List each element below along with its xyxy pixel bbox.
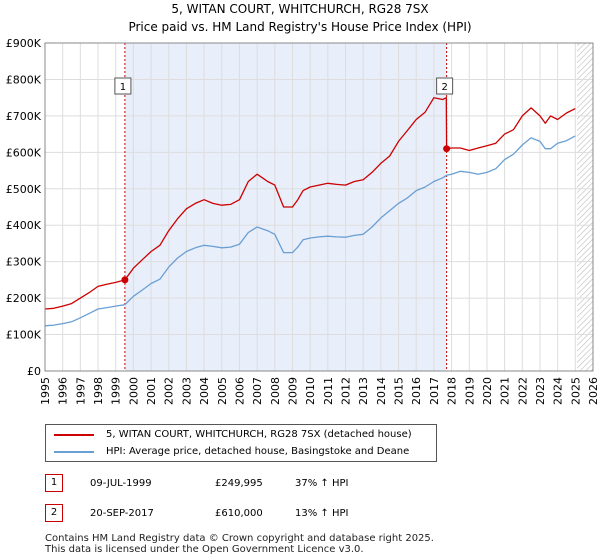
- x-tick-label: 2024: [552, 377, 565, 405]
- x-tick-label: 2017: [428, 377, 441, 405]
- sale-point: [443, 145, 451, 153]
- transaction-date: 09-JUL-1999: [90, 478, 152, 489]
- sale-label-box: [436, 77, 454, 95]
- x-tick-label: 1999: [110, 377, 123, 405]
- x-tick-label: 2013: [357, 377, 370, 405]
- plot-frame: [44, 42, 594, 372]
- x-tick-label: 1997: [74, 377, 87, 405]
- series-line-hpi: [44, 135, 576, 327]
- legend-swatch-hpi: [54, 451, 94, 453]
- y-tick-label: £200K: [6, 292, 42, 305]
- sale-label-text: 1: [120, 82, 126, 93]
- y-tick-label: £100K: [6, 329, 42, 342]
- x-tick-label: 2016: [410, 377, 423, 405]
- transaction-badge: 2: [45, 504, 63, 522]
- y-tick-label: £800K: [6, 73, 42, 86]
- y-tick-label: £500K: [6, 183, 42, 196]
- x-tick-label: 2004: [198, 377, 211, 405]
- footer-licence: This data is licensed under the Open Gov…: [45, 544, 364, 555]
- y-tick-label: £0: [27, 365, 41, 378]
- y-tick-label: £400K: [6, 219, 42, 232]
- x-tick-label: 2023: [534, 377, 547, 405]
- x-tick-label: 2011: [322, 377, 335, 405]
- x-tick-label: 2006: [233, 377, 246, 405]
- sale-label-text: 2: [441, 82, 447, 93]
- x-tick-label: 2022: [516, 377, 529, 405]
- x-tick-label: 2010: [304, 377, 317, 405]
- x-tick-label: 2018: [446, 377, 459, 405]
- x-tick-label: 2007: [251, 377, 264, 405]
- x-tick-label: 2015: [393, 377, 406, 405]
- x-tick-label: 2020: [481, 377, 494, 405]
- transaction-price: £249,995: [215, 478, 263, 489]
- x-tick-label: 2000: [127, 377, 140, 405]
- transaction-hpi: 37% ↑ HPI: [295, 478, 349, 489]
- y-tick-label: £600K: [6, 146, 42, 159]
- x-tick-label: 2021: [499, 377, 512, 405]
- transaction-badge: 1: [45, 474, 63, 492]
- y-tick-label: £700K: [6, 110, 42, 123]
- x-tick-label: 1996: [57, 377, 70, 405]
- series-line-property: [44, 97, 576, 310]
- x-tick-label: 2003: [180, 377, 193, 405]
- x-tick-label: 2012: [340, 377, 353, 405]
- transaction-date: 20-SEP-2017: [90, 508, 154, 519]
- x-tick-label: 1995: [39, 377, 52, 405]
- footer-copyright: Contains HM Land Registry data © Crown c…: [45, 533, 434, 544]
- x-tick-label: 2009: [286, 377, 299, 405]
- x-tick-label: 2005: [216, 377, 229, 405]
- x-tick-label: 2008: [269, 377, 282, 405]
- y-tick-label: £300K: [6, 256, 42, 269]
- legend-label-property: 5, WITAN COURT, WHITCHURCH, RG28 7SX (de…: [106, 429, 412, 440]
- chart-title: 5, WITAN COURT, WHITCHURCH, RG28 7SX: [171, 2, 429, 16]
- x-tick-label: 2002: [163, 377, 176, 405]
- x-tick-label: 1998: [92, 377, 105, 405]
- transaction-hpi: 13% ↑ HPI: [295, 508, 349, 519]
- price-chart: £0 £100K £200K £300K £400K £500K £600K £700K £80…: [6, 37, 600, 405]
- x-tick-label: 2001: [145, 377, 158, 405]
- y-tick-label: £900K: [6, 37, 42, 50]
- transaction-price: £610,000: [215, 508, 263, 519]
- chart-subtitle: Price paid vs. HM Land Registry's House …: [128, 20, 472, 34]
- sale-point: [121, 276, 129, 284]
- legend-swatch-property: [54, 434, 94, 436]
- forecast-hatch: [577, 43, 593, 371]
- legend-label-hpi: HPI: Average price, detached house, Basi…: [106, 446, 410, 457]
- x-tick-label: 2019: [463, 377, 476, 405]
- sale-label-box: [114, 77, 132, 95]
- legend: 5, WITAN COURT, WHITCHURCH, RG28 7SX (de…: [45, 424, 437, 462]
- x-tick-label: 2025: [569, 377, 582, 405]
- x-tick-label: 2014: [375, 377, 388, 405]
- x-tick-label: 2026: [587, 377, 600, 405]
